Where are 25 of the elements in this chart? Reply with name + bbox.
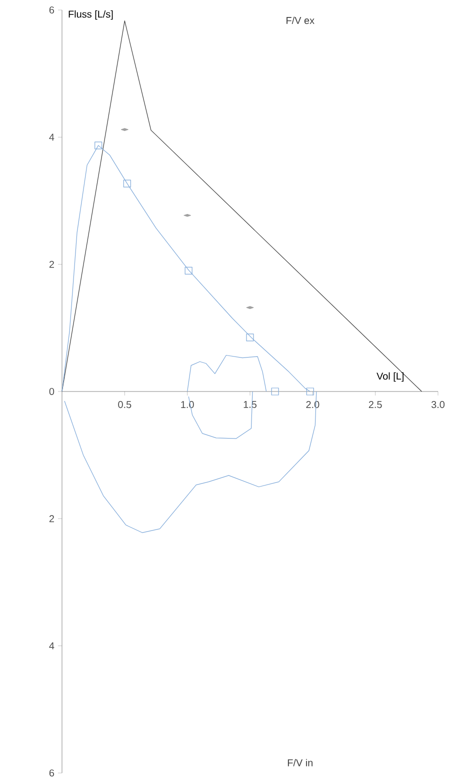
y-tick-label: 2 [49,260,54,268]
y-tick-label: 6 [49,769,54,777]
x-tick-label: 0.5 [118,401,132,408]
x-tick-label: 3.0 [431,401,445,408]
point [271,388,279,396]
y-axis-title: Fluss [L/s] [68,10,113,20]
x-tick-label: 2.0 [306,401,320,408]
x-tick-label: 1.5 [244,401,257,408]
x-tick-label: 1.0 [181,401,194,408]
line-series [62,145,310,392]
point [94,142,102,150]
point [306,388,314,396]
x-tick-label: 2.5 [368,401,382,408]
y-tick-label: 2 [49,515,54,522]
y-tick-label: 6 [49,6,54,14]
x-axis-title: Vol [L] [376,372,404,382]
point [246,334,254,342]
point [123,180,131,188]
point [184,266,192,274]
y-tick-label: 4 [49,642,54,650]
annotation: F/V ex [286,16,314,24]
annotation: F/V in [288,758,312,766]
y-tick-label: 4 [49,134,54,141]
y-tick-label: 0 [49,388,54,396]
line-series [187,354,267,392]
